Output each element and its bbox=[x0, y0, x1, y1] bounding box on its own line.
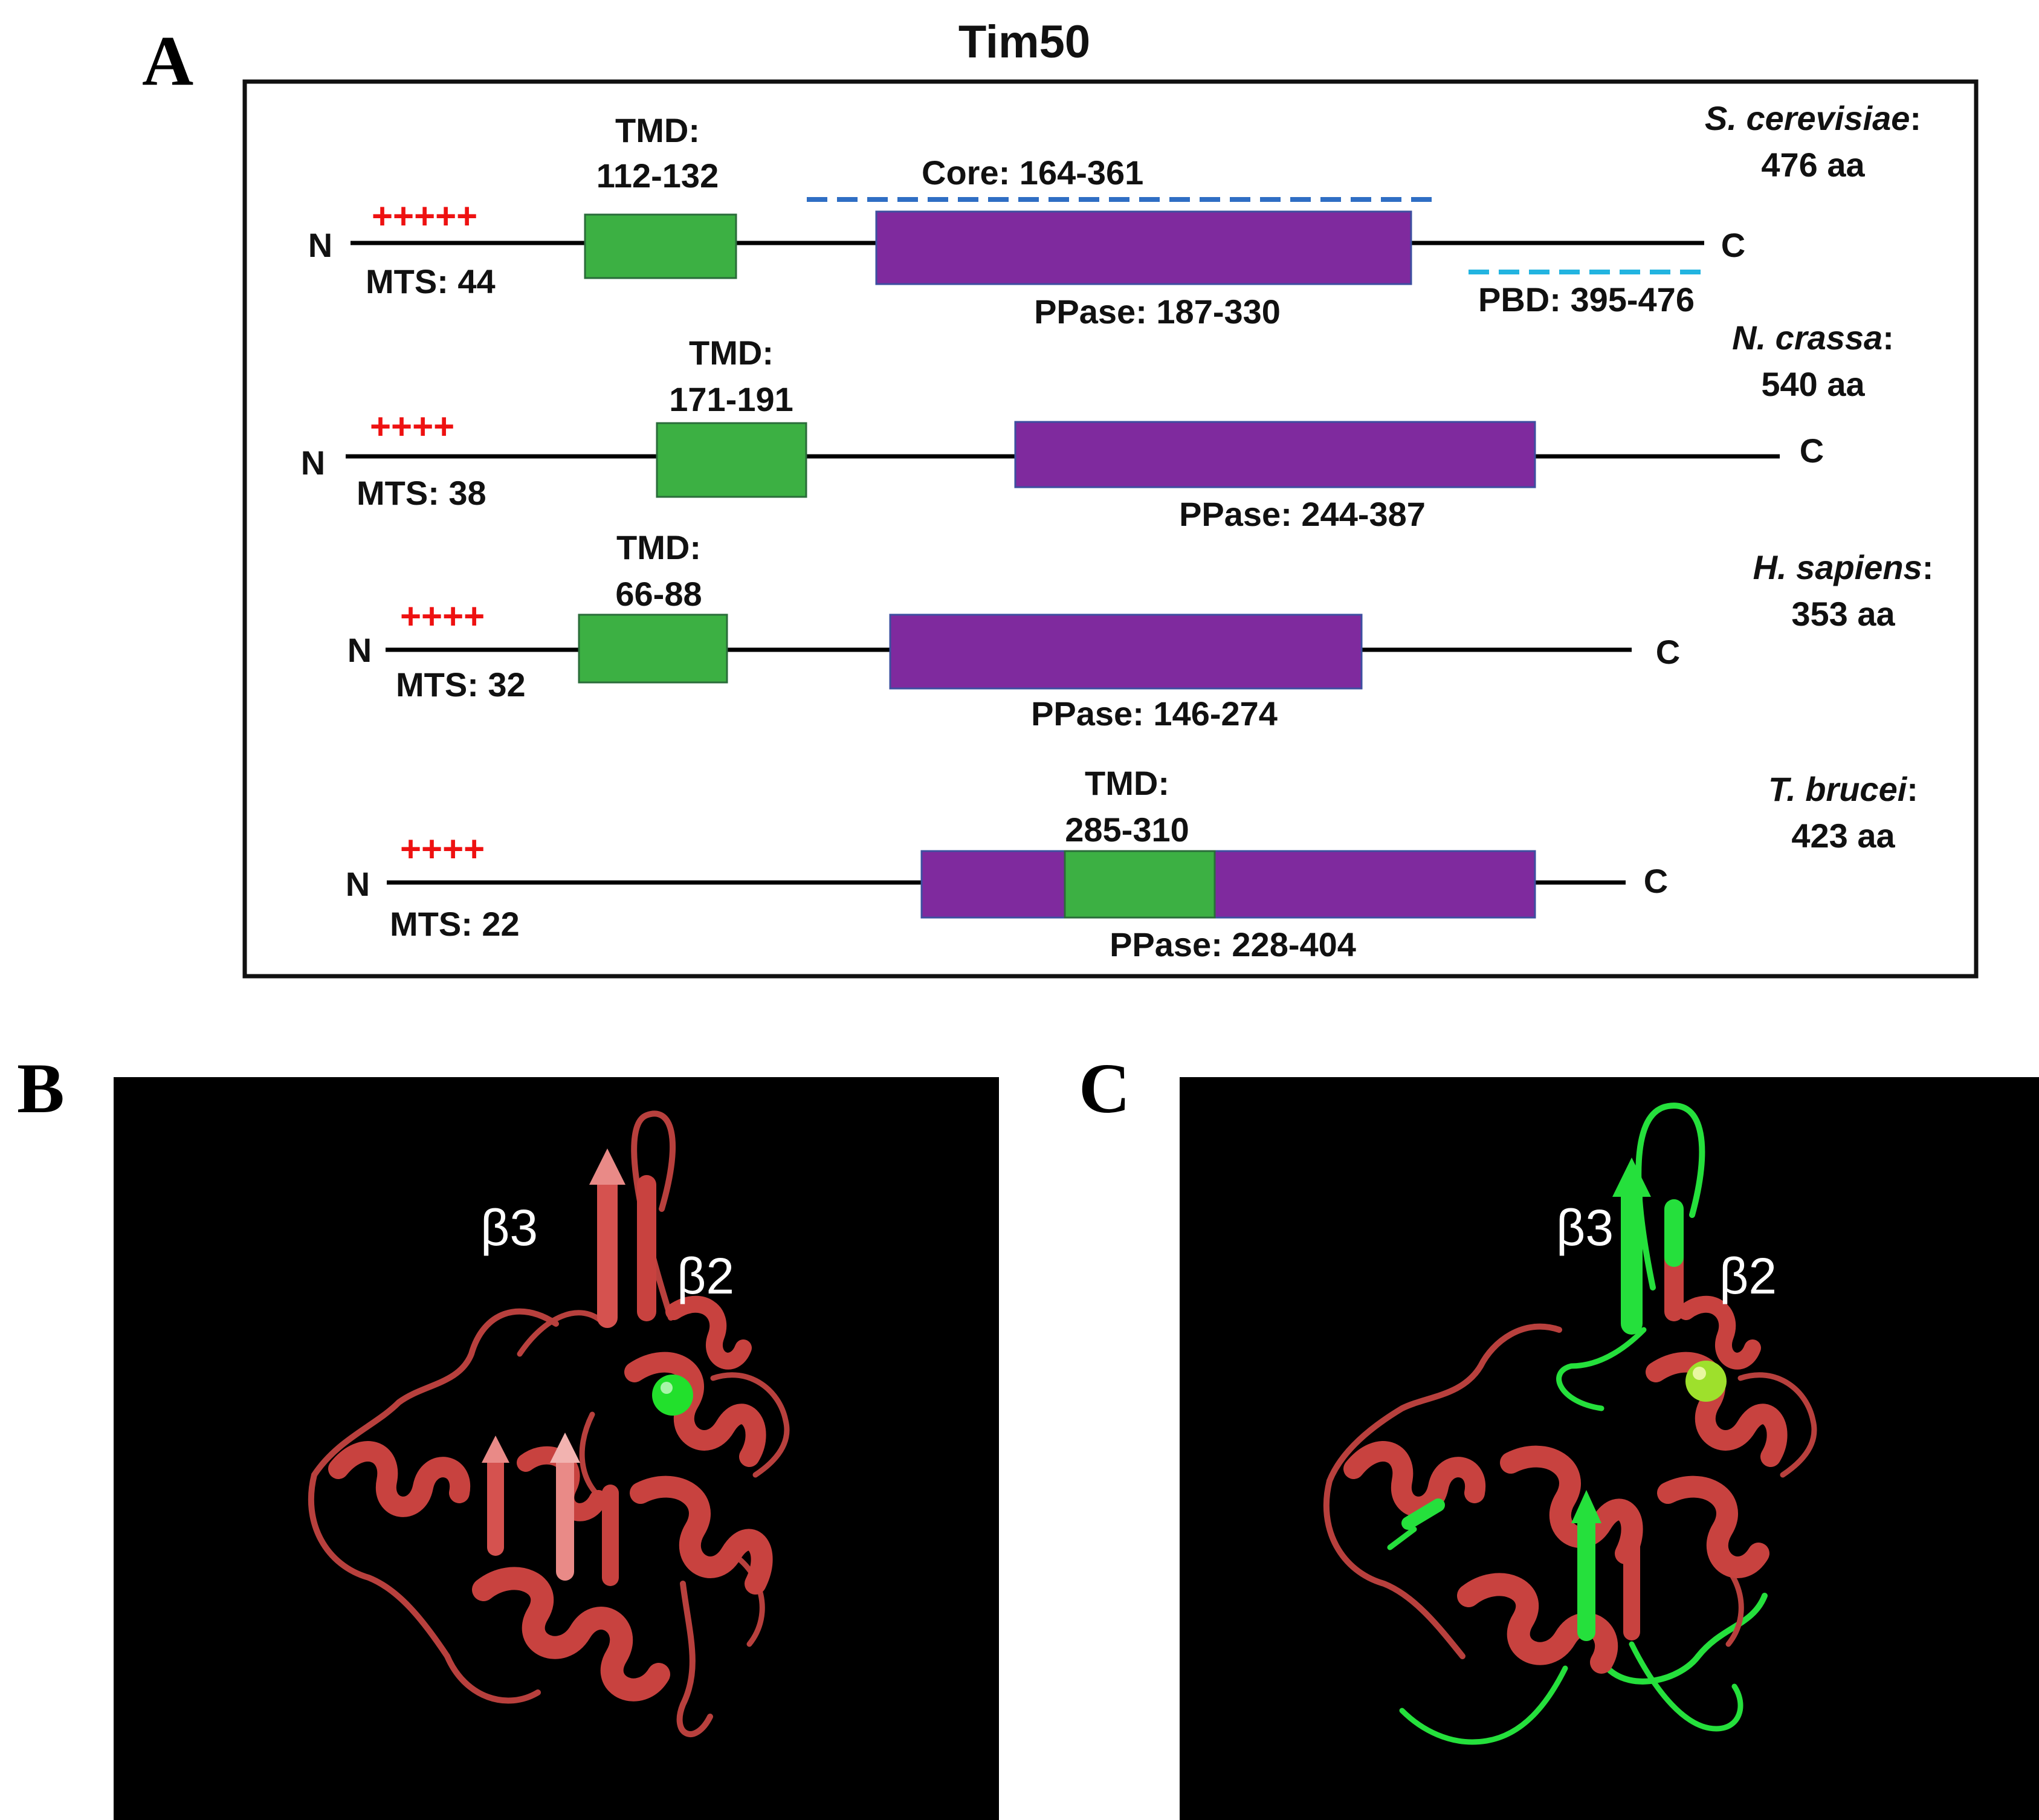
ppase-label: PPase: 146-274 bbox=[1031, 695, 1278, 733]
tmd-box bbox=[656, 422, 807, 498]
species-label: N. crassa: bbox=[1732, 319, 1894, 357]
tmd-box bbox=[578, 614, 728, 684]
protein-ribbon-c bbox=[1323, 1103, 1817, 1745]
mts-plus-charges: ++++ bbox=[400, 596, 485, 636]
beta3-label: β3 bbox=[480, 1199, 538, 1256]
n-terminus-label: N bbox=[346, 865, 370, 903]
ppase-label: PPase: 244-387 bbox=[1179, 495, 1426, 533]
beta3-label: β3 bbox=[1556, 1199, 1614, 1256]
tmd-label: TMD: bbox=[1085, 764, 1169, 802]
ppase-label: PPase: 228-404 bbox=[1110, 925, 1356, 963]
tmd-range: 66-88 bbox=[615, 575, 702, 613]
structure-panel-c bbox=[1180, 1077, 2039, 1820]
species-label: S. cerevisiae: bbox=[1705, 99, 1921, 137]
beta2-label: β2 bbox=[677, 1248, 734, 1304]
beta2-label: β2 bbox=[1719, 1248, 1777, 1304]
tmd-range: 112-132 bbox=[596, 157, 719, 195]
tmd-box bbox=[584, 213, 737, 279]
core-label: Core: 164-361 bbox=[922, 154, 1143, 192]
n-terminus-label: N bbox=[301, 444, 325, 482]
ppase-box bbox=[889, 614, 1363, 690]
protein-row-h-sapiens: N C ++++ MTS: 32 TMD: 66-88 PPase: 146-2… bbox=[347, 528, 1934, 733]
ppase-box bbox=[920, 850, 1536, 919]
protein-ribbon-b bbox=[308, 1110, 790, 1737]
ppase-box bbox=[1014, 421, 1536, 488]
panel-label-c: C bbox=[1079, 1049, 1130, 1128]
mts-plus-charges: ++++ bbox=[400, 829, 485, 869]
protein-row-s-cerevisiae: N C +++++ MTS: 44 TMD: 112-132 Core: 164… bbox=[308, 99, 1921, 331]
tmd-range: 285-310 bbox=[1065, 811, 1189, 849]
mts-label: MTS: 22 bbox=[390, 905, 520, 943]
pbd-label: PBD: 395-476 bbox=[1478, 280, 1695, 319]
protein-length: 353 aa bbox=[1791, 595, 1895, 633]
panel-label-a: A bbox=[142, 21, 193, 100]
protein-row-t-brucei: N C ++++ MTS: 22 TMD: 285-310 PPase: 228… bbox=[346, 764, 1918, 963]
protein-length: 476 aa bbox=[1761, 146, 1865, 184]
mts-label: MTS: 32 bbox=[396, 665, 526, 704]
tmd-label: TMD: bbox=[616, 528, 701, 566]
n-terminus-label: N bbox=[347, 631, 372, 669]
species-label: H. sapiens: bbox=[1753, 548, 1934, 586]
tmd-label: TMD: bbox=[615, 111, 700, 149]
figure-title: Tim50 bbox=[958, 16, 1090, 68]
tmd-range: 171-191 bbox=[669, 380, 793, 418]
c-terminus-label: C bbox=[1644, 862, 1668, 900]
mts-label: MTS: 44 bbox=[366, 262, 496, 300]
species-label: T. brucei: bbox=[1768, 770, 1918, 808]
protein-length: 540 aa bbox=[1761, 365, 1865, 403]
tmd-box bbox=[1064, 850, 1216, 919]
ppase-label: PPase: 187-330 bbox=[1034, 293, 1281, 331]
n-terminus-label: N bbox=[308, 226, 332, 264]
protein-row-n-crassa: N C ++++ MTS: 38 TMD: 171-191 PPase: 244… bbox=[301, 319, 1894, 533]
panel-label-b: B bbox=[17, 1049, 65, 1128]
protein-length: 423 aa bbox=[1791, 817, 1895, 855]
tmd-label: TMD: bbox=[689, 334, 774, 372]
c-terminus-label: C bbox=[1656, 633, 1680, 671]
ppase-box bbox=[875, 210, 1412, 285]
c-terminus-label: C bbox=[1800, 432, 1824, 470]
mts-label: MTS: 38 bbox=[357, 474, 486, 512]
c-terminus-label: C bbox=[1721, 226, 1745, 264]
mts-plus-charges: ++++ bbox=[370, 406, 454, 447]
mts-plus-charges: +++++ bbox=[372, 196, 477, 236]
